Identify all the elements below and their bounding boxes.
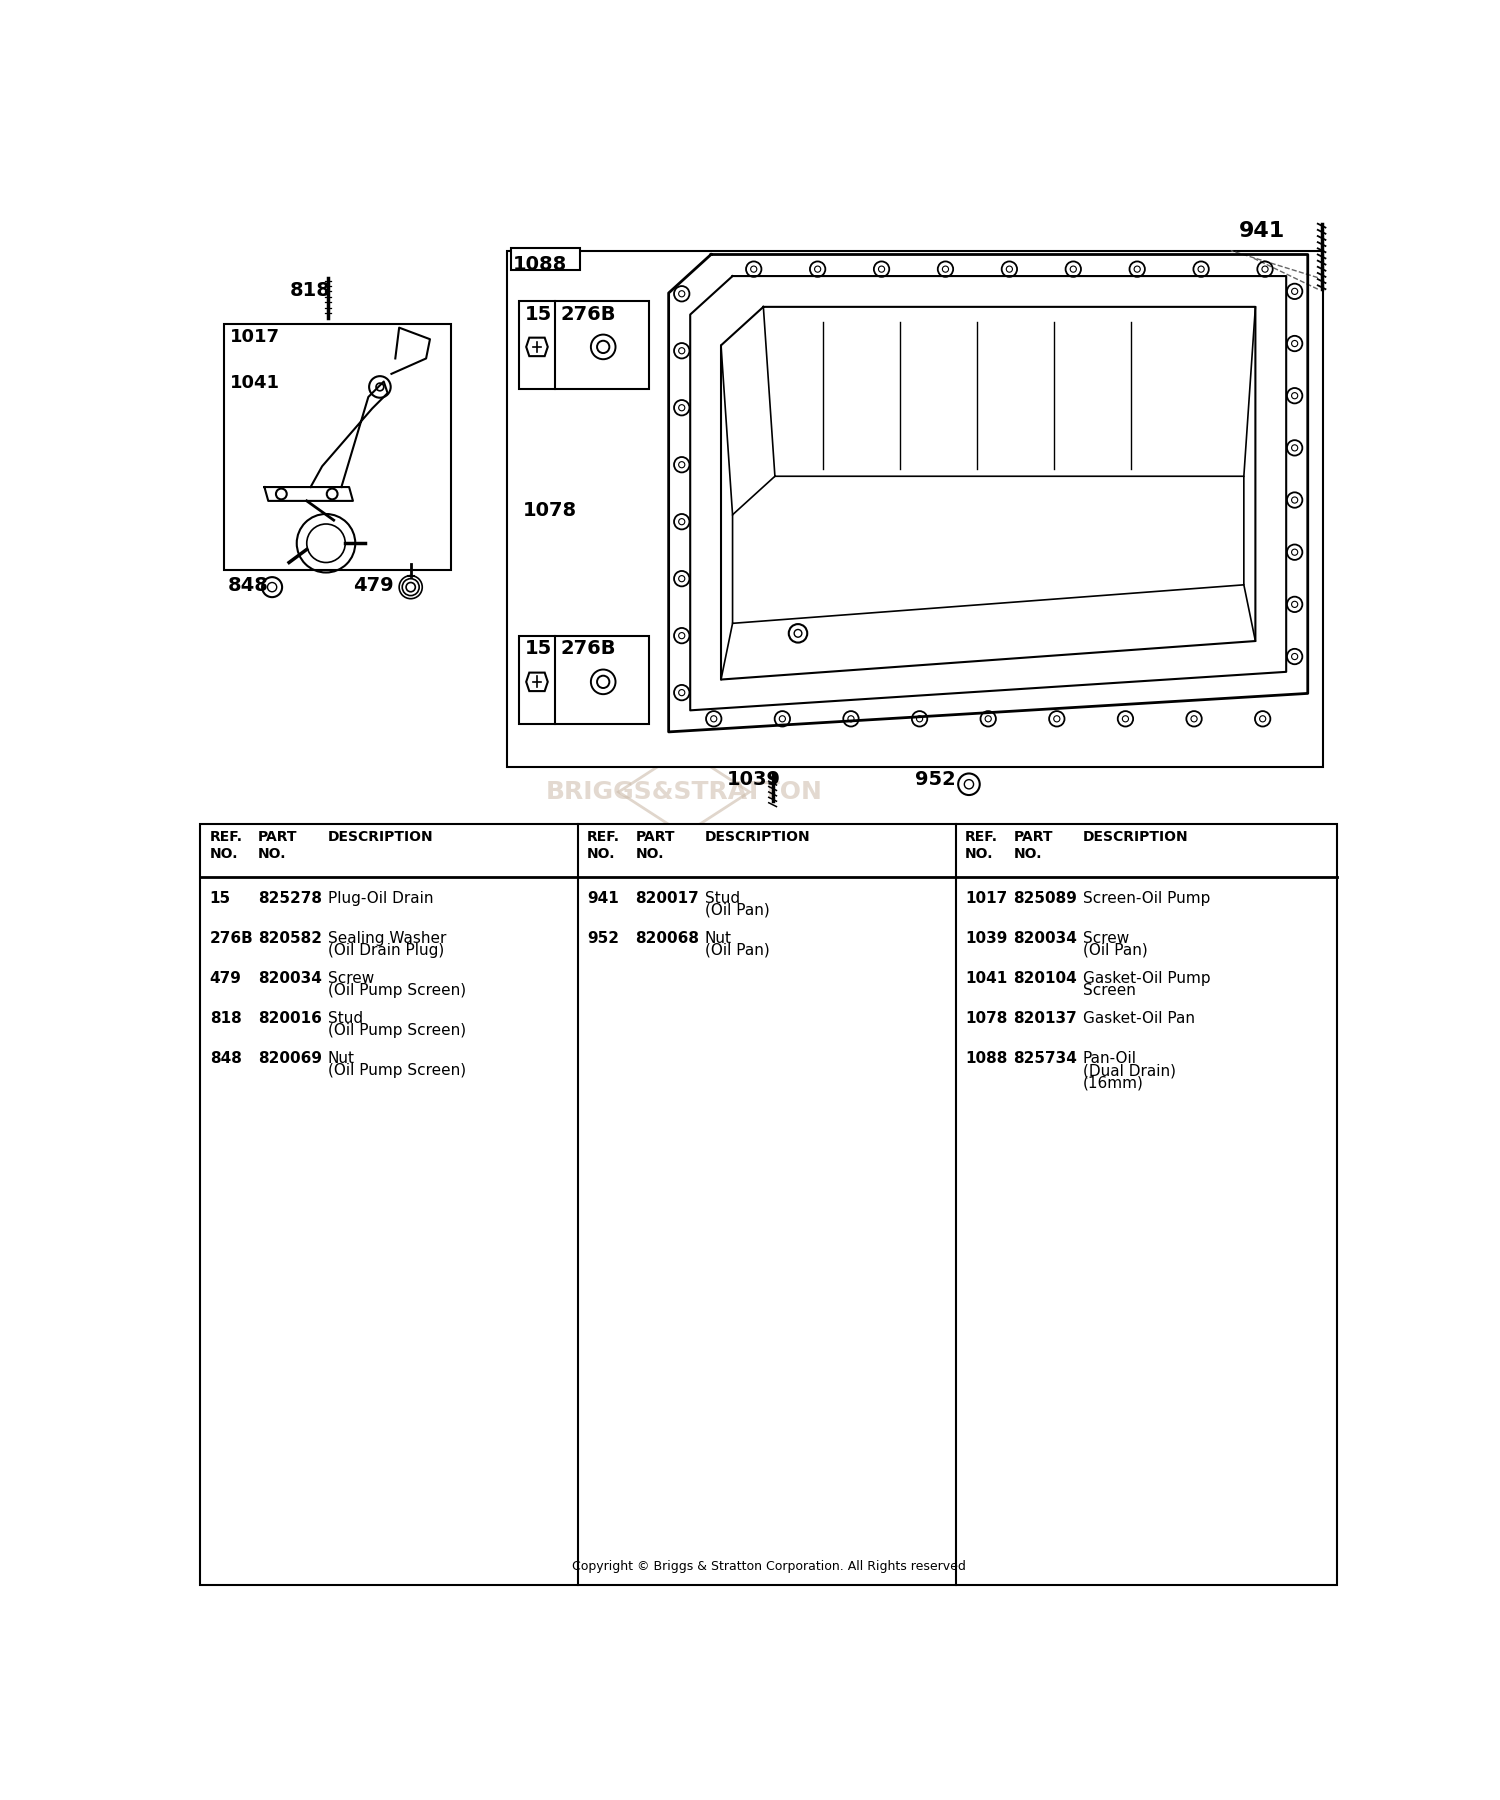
Text: Stud: Stud — [327, 1010, 363, 1026]
Text: Pan-Oil: Pan-Oil — [1083, 1051, 1137, 1066]
Text: PART
NO.: PART NO. — [258, 830, 297, 860]
Text: (Oil Pump Screen): (Oil Pump Screen) — [327, 1064, 465, 1078]
Text: 1041: 1041 — [964, 970, 1008, 986]
Text: 1088: 1088 — [964, 1051, 1008, 1066]
Text: Nut: Nut — [327, 1051, 354, 1066]
Text: 825089: 825089 — [1014, 891, 1077, 905]
Text: (16mm): (16mm) — [1083, 1075, 1144, 1091]
Text: REF.
NO.: REF. NO. — [210, 830, 243, 860]
Text: 820017: 820017 — [636, 891, 699, 905]
Text: Screen: Screen — [1083, 983, 1136, 997]
Bar — [507, 250, 1323, 767]
Text: Screw: Screw — [327, 970, 374, 986]
Text: Plug-Oil Drain: Plug-Oil Drain — [327, 891, 434, 905]
Text: (Oil Drain Plug): (Oil Drain Plug) — [327, 943, 444, 958]
Text: (Oil Pan): (Oil Pan) — [1083, 943, 1148, 958]
Bar — [512, 248, 580, 270]
Text: (Oil Pan): (Oil Pan) — [705, 904, 770, 918]
Text: 820069: 820069 — [258, 1051, 322, 1066]
Text: Gasket-Oil Pan: Gasket-Oil Pan — [1083, 1010, 1196, 1026]
Text: 952: 952 — [915, 770, 956, 790]
Text: 1088: 1088 — [513, 254, 567, 274]
Text: PART
NO.: PART NO. — [1014, 830, 1053, 860]
Text: 15: 15 — [525, 304, 552, 324]
Text: 848: 848 — [228, 576, 268, 594]
Text: 820034: 820034 — [1014, 931, 1077, 945]
Text: Gasket-Oil Pump: Gasket-Oil Pump — [1083, 970, 1210, 986]
Text: Screen-Oil Pump: Screen-Oil Pump — [1083, 891, 1210, 905]
Text: PART
NO.: PART NO. — [636, 830, 675, 860]
Text: 1078: 1078 — [522, 500, 576, 520]
Bar — [519, 635, 650, 724]
Text: Copyright © Briggs & Stratton Corporation. All Rights reserved: Copyright © Briggs & Stratton Corporatio… — [572, 1561, 966, 1573]
Text: Sealing Washer: Sealing Washer — [327, 931, 446, 945]
Text: 276B: 276B — [561, 639, 616, 659]
Text: REF.
NO.: REF. NO. — [586, 830, 620, 860]
Text: DESCRIPTION: DESCRIPTION — [327, 830, 434, 844]
Text: (Dual Drain): (Dual Drain) — [1083, 1064, 1176, 1078]
Bar — [224, 324, 450, 571]
Text: 276B: 276B — [561, 304, 616, 324]
Text: DESCRIPTION: DESCRIPTION — [705, 830, 810, 844]
Text: Nut: Nut — [705, 931, 732, 945]
Text: (Oil Pump Screen): (Oil Pump Screen) — [327, 1022, 465, 1039]
Text: 941: 941 — [1239, 221, 1284, 241]
Text: 1039: 1039 — [964, 931, 1008, 945]
Text: (Oil Pan): (Oil Pan) — [705, 943, 770, 958]
Text: 479: 479 — [210, 970, 242, 986]
Text: 1017: 1017 — [964, 891, 1008, 905]
Text: 818: 818 — [210, 1010, 242, 1026]
Text: 825278: 825278 — [258, 891, 322, 905]
Text: 941: 941 — [586, 891, 620, 905]
Text: 15: 15 — [210, 891, 231, 905]
Text: 820137: 820137 — [1014, 1010, 1077, 1026]
Text: 820104: 820104 — [1014, 970, 1077, 986]
Text: 952: 952 — [586, 931, 620, 945]
Text: 1041: 1041 — [230, 374, 279, 392]
Text: 1078: 1078 — [964, 1010, 1008, 1026]
Text: REF.
NO.: REF. NO. — [964, 830, 998, 860]
Bar — [201, 824, 1336, 1586]
Text: Stud: Stud — [705, 891, 740, 905]
Text: 276B: 276B — [210, 931, 254, 945]
Text: 848: 848 — [210, 1051, 242, 1066]
Text: BRIGGS&STRATTON: BRIGGS&STRATTON — [546, 779, 822, 805]
Text: DESCRIPTION: DESCRIPTION — [1083, 830, 1188, 844]
Bar — [519, 301, 650, 389]
Text: 1017: 1017 — [230, 328, 279, 346]
Text: 15: 15 — [525, 639, 552, 659]
Text: 818: 818 — [290, 281, 330, 301]
Text: 820582: 820582 — [258, 931, 322, 945]
Text: 825734: 825734 — [1014, 1051, 1077, 1066]
Text: 820068: 820068 — [636, 931, 699, 945]
Text: Screw: Screw — [1083, 931, 1130, 945]
Text: 1039: 1039 — [726, 770, 780, 790]
Text: 479: 479 — [352, 576, 393, 594]
Text: (Oil Pump Screen): (Oil Pump Screen) — [327, 983, 465, 997]
Text: 820034: 820034 — [258, 970, 322, 986]
Text: 820016: 820016 — [258, 1010, 322, 1026]
